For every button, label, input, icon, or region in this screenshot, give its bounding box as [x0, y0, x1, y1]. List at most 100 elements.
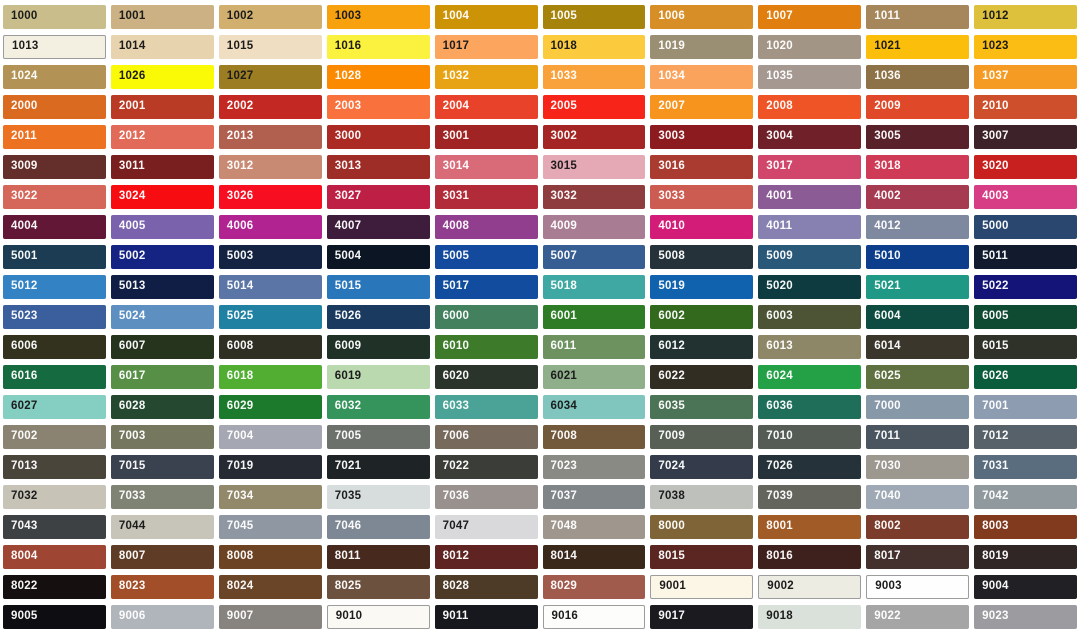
- color-swatch-4008[interactable]: 4008: [434, 215, 538, 239]
- color-swatch-6028[interactable]: 6028: [110, 395, 214, 419]
- color-swatch-3004[interactable]: 3004: [758, 125, 862, 149]
- color-swatch-5017[interactable]: 5017: [434, 275, 538, 299]
- color-swatch-8028[interactable]: 8028: [434, 575, 538, 599]
- color-swatch-1007[interactable]: 1007: [758, 5, 862, 29]
- color-swatch-8015[interactable]: 8015: [650, 545, 754, 569]
- color-swatch-9003[interactable]: 9003: [866, 575, 970, 599]
- color-swatch-2013[interactable]: 2013: [218, 125, 322, 149]
- color-swatch-1014[interactable]: 1014: [110, 35, 214, 59]
- color-swatch-3014[interactable]: 3014: [434, 155, 538, 179]
- color-swatch-9002[interactable]: 9002: [758, 575, 862, 599]
- color-swatch-6016[interactable]: 6016: [3, 365, 106, 389]
- color-swatch-6029[interactable]: 6029: [218, 395, 322, 419]
- color-swatch-6014[interactable]: 6014: [866, 335, 970, 359]
- color-swatch-8022[interactable]: 8022: [3, 575, 106, 599]
- color-swatch-3020[interactable]: 3020: [974, 155, 1077, 179]
- color-swatch-5003[interactable]: 5003: [218, 245, 322, 269]
- color-swatch-1019[interactable]: 1019: [650, 35, 754, 59]
- color-swatch-2005[interactable]: 2005: [542, 95, 646, 119]
- color-swatch-7045[interactable]: 7045: [218, 515, 322, 539]
- color-swatch-6026[interactable]: 6026: [974, 365, 1077, 389]
- color-swatch-9006[interactable]: 9006: [110, 605, 214, 629]
- color-swatch-7024[interactable]: 7024: [650, 455, 754, 479]
- color-swatch-3000[interactable]: 3000: [326, 125, 430, 149]
- color-swatch-8000[interactable]: 8000: [650, 515, 754, 539]
- color-swatch-5018[interactable]: 5018: [542, 275, 646, 299]
- color-swatch-9023[interactable]: 9023: [974, 605, 1077, 629]
- color-swatch-9005[interactable]: 9005: [3, 605, 106, 629]
- color-swatch-7010[interactable]: 7010: [758, 425, 862, 449]
- color-swatch-7042[interactable]: 7042: [974, 485, 1077, 509]
- color-swatch-5013[interactable]: 5013: [110, 275, 214, 299]
- color-swatch-7046[interactable]: 7046: [326, 515, 430, 539]
- color-swatch-4006[interactable]: 4006: [218, 215, 322, 239]
- color-swatch-7026[interactable]: 7026: [758, 455, 862, 479]
- color-swatch-6015[interactable]: 6015: [974, 335, 1077, 359]
- color-swatch-7037[interactable]: 7037: [542, 485, 646, 509]
- color-swatch-3009[interactable]: 3009: [3, 155, 106, 179]
- color-swatch-1018[interactable]: 1018: [542, 35, 646, 59]
- color-swatch-6009[interactable]: 6009: [326, 335, 430, 359]
- color-swatch-1013[interactable]: 1013: [3, 35, 106, 59]
- color-swatch-7000[interactable]: 7000: [866, 395, 970, 419]
- color-swatch-1016[interactable]: 1016: [326, 35, 430, 59]
- color-swatch-6007[interactable]: 6007: [110, 335, 214, 359]
- color-swatch-7035[interactable]: 7035: [326, 485, 430, 509]
- color-swatch-5005[interactable]: 5005: [434, 245, 538, 269]
- color-swatch-7021[interactable]: 7021: [326, 455, 430, 479]
- color-swatch-2012[interactable]: 2012: [110, 125, 214, 149]
- color-swatch-3013[interactable]: 3013: [326, 155, 430, 179]
- color-swatch-4004[interactable]: 4004: [3, 215, 106, 239]
- color-swatch-3003[interactable]: 3003: [650, 125, 754, 149]
- color-swatch-1036[interactable]: 1036: [866, 65, 970, 89]
- color-swatch-1021[interactable]: 1021: [866, 35, 970, 59]
- color-swatch-1015[interactable]: 1015: [218, 35, 322, 59]
- color-swatch-1026[interactable]: 1026: [110, 65, 214, 89]
- color-swatch-6034[interactable]: 6034: [542, 395, 646, 419]
- color-swatch-8025[interactable]: 8025: [326, 575, 430, 599]
- color-swatch-7032[interactable]: 7032: [3, 485, 106, 509]
- color-swatch-1035[interactable]: 1035: [758, 65, 862, 89]
- color-swatch-5001[interactable]: 5001: [3, 245, 106, 269]
- color-swatch-6035[interactable]: 6035: [650, 395, 754, 419]
- color-swatch-8024[interactable]: 8024: [218, 575, 322, 599]
- color-swatch-6017[interactable]: 6017: [110, 365, 214, 389]
- color-swatch-7001[interactable]: 7001: [974, 395, 1077, 419]
- color-swatch-3002[interactable]: 3002: [542, 125, 646, 149]
- color-swatch-9001[interactable]: 9001: [650, 575, 754, 599]
- color-swatch-7031[interactable]: 7031: [974, 455, 1077, 479]
- color-swatch-4001[interactable]: 4001: [758, 185, 862, 209]
- color-swatch-5010[interactable]: 5010: [866, 245, 970, 269]
- color-swatch-3001[interactable]: 3001: [434, 125, 538, 149]
- color-swatch-7002[interactable]: 7002: [3, 425, 106, 449]
- color-swatch-6033[interactable]: 6033: [434, 395, 538, 419]
- color-swatch-5023[interactable]: 5023: [3, 305, 106, 329]
- color-swatch-5022[interactable]: 5022: [974, 275, 1077, 299]
- color-swatch-7047[interactable]: 7047: [434, 515, 538, 539]
- color-swatch-7039[interactable]: 7039: [758, 485, 862, 509]
- color-swatch-1003[interactable]: 1003: [326, 5, 430, 29]
- color-swatch-1002[interactable]: 1002: [218, 5, 322, 29]
- color-swatch-2009[interactable]: 2009: [866, 95, 970, 119]
- color-swatch-3017[interactable]: 3017: [758, 155, 862, 179]
- color-swatch-6001[interactable]: 6001: [542, 305, 646, 329]
- color-swatch-7005[interactable]: 7005: [326, 425, 430, 449]
- color-swatch-4003[interactable]: 4003: [974, 185, 1077, 209]
- color-swatch-8002[interactable]: 8002: [866, 515, 970, 539]
- color-swatch-3005[interactable]: 3005: [866, 125, 970, 149]
- color-swatch-1005[interactable]: 1005: [542, 5, 646, 29]
- color-swatch-5002[interactable]: 5002: [110, 245, 214, 269]
- color-swatch-8008[interactable]: 8008: [218, 545, 322, 569]
- color-swatch-3011[interactable]: 3011: [110, 155, 214, 179]
- color-swatch-8023[interactable]: 8023: [110, 575, 214, 599]
- color-swatch-7015[interactable]: 7015: [110, 455, 214, 479]
- color-swatch-7030[interactable]: 7030: [866, 455, 970, 479]
- color-swatch-7003[interactable]: 7003: [110, 425, 214, 449]
- color-swatch-1017[interactable]: 1017: [434, 35, 538, 59]
- color-swatch-9022[interactable]: 9022: [866, 605, 970, 629]
- color-swatch-2003[interactable]: 2003: [326, 95, 430, 119]
- color-swatch-3024[interactable]: 3024: [110, 185, 214, 209]
- color-swatch-1012[interactable]: 1012: [974, 5, 1077, 29]
- color-swatch-5000[interactable]: 5000: [974, 215, 1077, 239]
- color-swatch-2004[interactable]: 2004: [434, 95, 538, 119]
